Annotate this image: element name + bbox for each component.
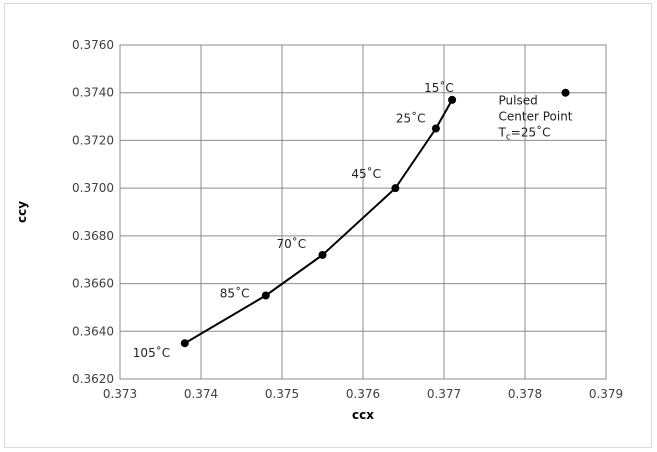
y-tick-labels: 0.3620 0.3640 0.3660 0.3680 0.3700 0.3720 0.37… — [72, 38, 114, 386]
y-tick-label: 0.3680 — [72, 229, 114, 243]
y-axis-title: ccy — [15, 201, 29, 223]
plot-area — [119, 44, 607, 380]
x-tick-label: 0.376 — [346, 387, 380, 401]
tc-prefix: T — [498, 126, 507, 140]
x-tick-label: 0.379 — [589, 387, 623, 401]
x-tick-label: 0.374 — [184, 387, 218, 401]
data-point — [180, 339, 189, 348]
x-tick-labels: 0.373 0.374 0.375 0.376 0.377 0.378 0.379 — [103, 387, 623, 401]
data-point — [391, 184, 400, 193]
chart-frame: 0.373 0.374 0.375 0.376 0.377 0.378 0.379 0.36… — [4, 3, 652, 448]
y-tick-label: 0.3640 — [72, 324, 114, 338]
pulsed-label-line: Pulsed — [499, 94, 538, 108]
data-point-label: 45˚C — [351, 166, 381, 181]
data-point-label: 25˚C — [396, 111, 426, 126]
tc-subscript: c — [506, 133, 511, 143]
data-point — [261, 291, 270, 300]
data-point — [318, 250, 327, 259]
x-axis-title: ccx — [352, 408, 374, 422]
y-tick-label: 0.3700 — [72, 181, 114, 195]
x-tick-label: 0.373 — [103, 387, 137, 401]
pulsed-label-tc: Tc=25˚C — [498, 125, 551, 143]
x-tick-label: 0.375 — [265, 387, 299, 401]
data-points — [180, 95, 457, 348]
data-point — [448, 95, 457, 104]
series-line — [184, 99, 453, 345]
y-tick-label: 0.3660 — [72, 277, 114, 291]
gridlines — [120, 45, 606, 379]
pulsed-center-point-marker — [561, 88, 570, 97]
y-tick-label: 0.3720 — [72, 133, 114, 147]
y-tick-label: 0.3620 — [72, 372, 114, 386]
y-tick-label: 0.3740 — [72, 86, 114, 100]
chart-svg: 0.373 0.374 0.375 0.376 0.377 0.378 0.379 0.36… — [4, 3, 652, 448]
data-point — [431, 124, 440, 133]
x-tick-label: 0.377 — [427, 387, 461, 401]
data-point-label: 105˚C — [133, 345, 170, 360]
y-tick-label: 0.3760 — [72, 38, 114, 52]
data-point-label: 15˚C — [424, 80, 454, 95]
chart-area — [4, 3, 652, 448]
data-point-label: 85˚C — [220, 286, 250, 301]
tc-suffix: =25˚C — [511, 125, 551, 140]
data-point-label: 70˚C — [277, 236, 307, 251]
x-tick-label: 0.378 — [508, 387, 542, 401]
data-point-labels: 105˚C 85˚C 70˚C 45˚C 25˚C 15˚C — [133, 80, 454, 360]
pulsed-label-line: Center Point — [499, 110, 573, 124]
